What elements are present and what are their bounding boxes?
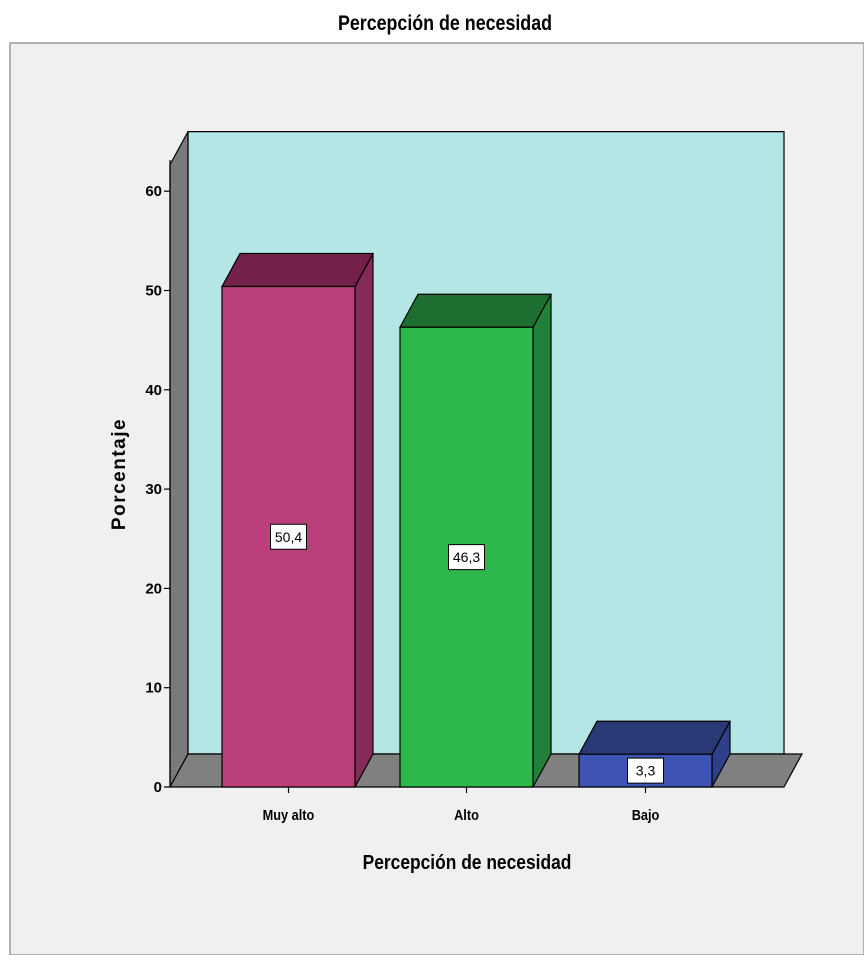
y-tick-label: 60 (145, 183, 162, 200)
y-tick-label: 40 (145, 382, 162, 399)
bars-group: 50,4 46,3 3,3 (220, 252, 732, 788)
data-label: 3,3 (636, 763, 656, 779)
y-tick-label: 30 (145, 481, 162, 498)
y-tick-label: 20 (145, 580, 162, 597)
x-tick-label: Muy alto (263, 806, 315, 823)
x-tick-label: Bajo (632, 806, 660, 823)
data-label-box (270, 523, 307, 550)
y-tick-label: 0 (154, 779, 162, 796)
plot-side-wall (169, 131, 189, 788)
y-tick-label: 10 (145, 680, 162, 697)
x-axis-tick-labels: Muy alto Alto Bajo (263, 787, 660, 823)
data-label: 50,4 (275, 529, 302, 545)
data-label: 46,3 (453, 549, 480, 565)
y-axis-title: Porcentaje (109, 418, 130, 530)
data-label-box (448, 544, 485, 571)
bar-top (398, 293, 553, 328)
y-tick-label: 50 (145, 283, 162, 300)
bar-top (220, 252, 375, 288)
data-label-box (627, 757, 664, 784)
bar-top (577, 720, 732, 755)
bar-side (532, 293, 552, 788)
x-axis-title: Percepción de necesidad (363, 851, 572, 873)
chart-title: Percepción de necesidad (338, 12, 552, 36)
bar-side (354, 253, 374, 788)
x-tick-label: Alto (454, 806, 479, 823)
y-axis-ticks: 0 10 20 30 40 50 60 (145, 183, 170, 796)
